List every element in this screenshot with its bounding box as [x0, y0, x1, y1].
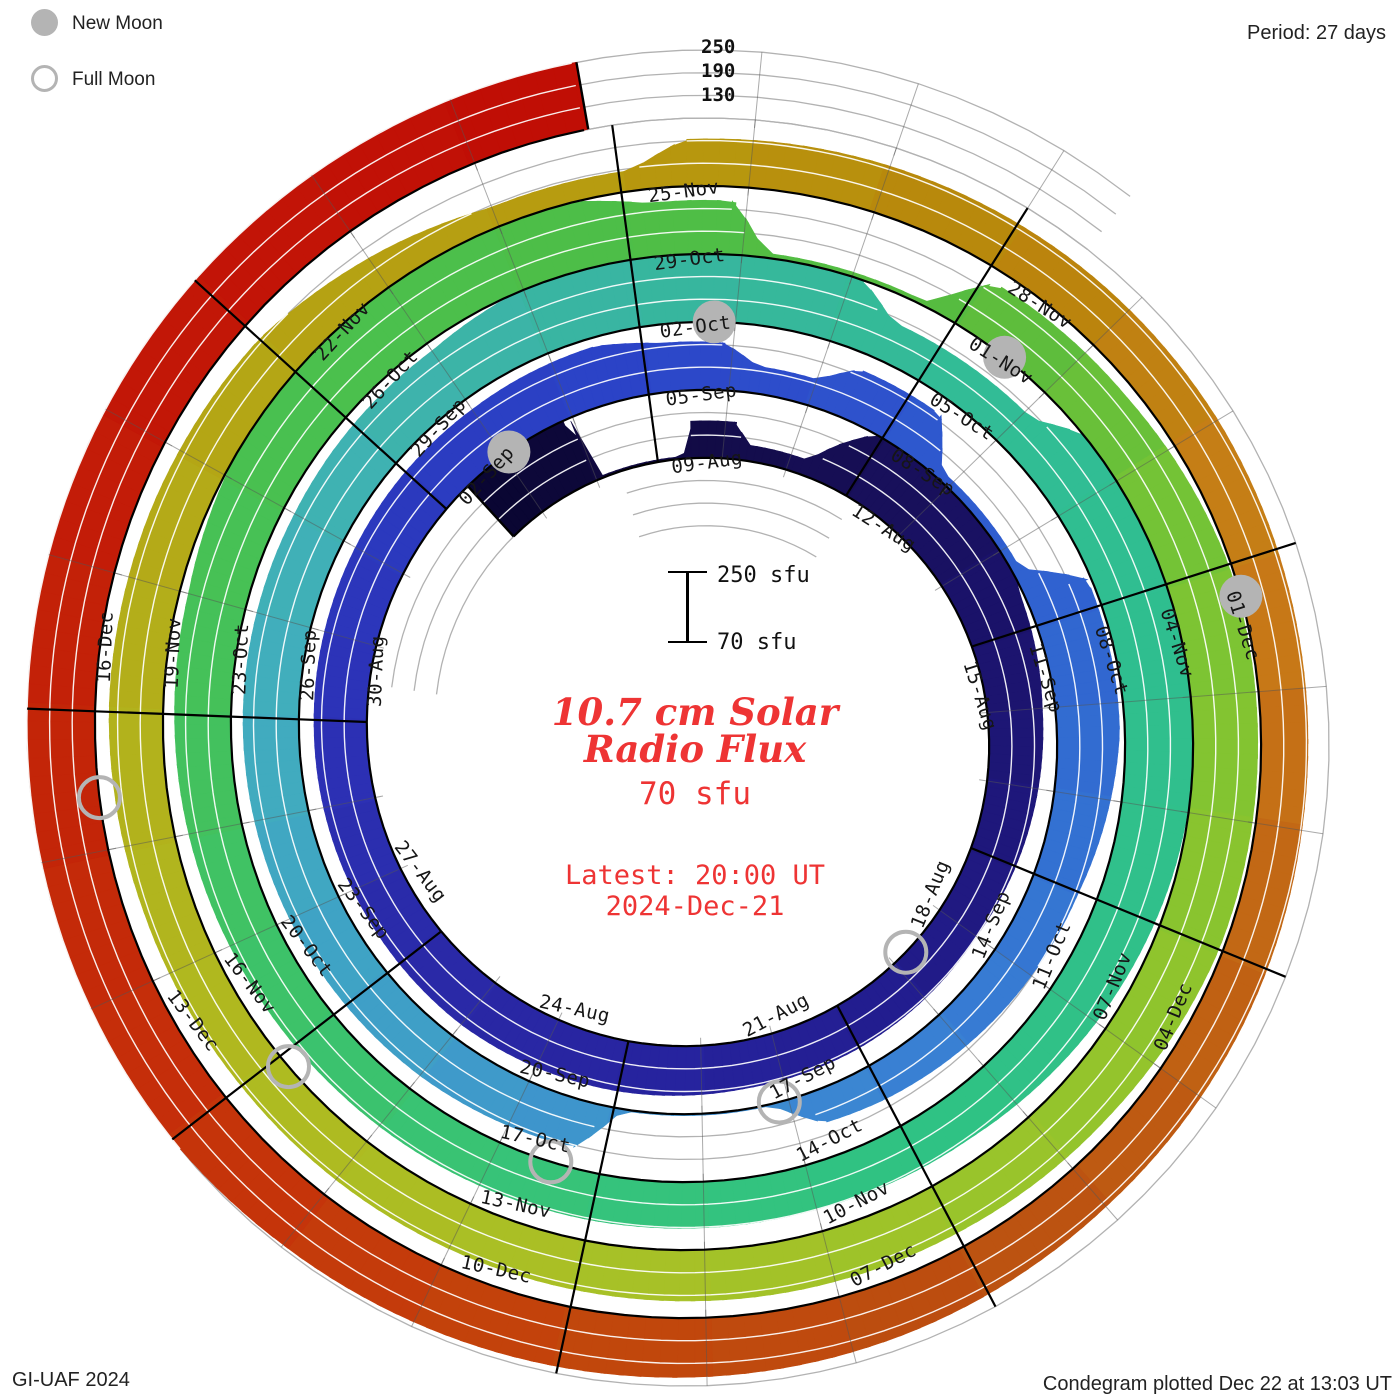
new-moon-marker: [1219, 574, 1263, 618]
chart-title-line2: Radio Flux: [583, 727, 807, 771]
flux-scale-bottom-cap: [668, 641, 707, 643]
full-moon-marker: [528, 1139, 574, 1185]
full-moon-marker: [76, 775, 122, 821]
flux-scale-bottom-label: 70 sfu: [717, 630, 797, 655]
chart-title-line1: 10.7 cm Solar: [551, 690, 839, 734]
date-label: 09-Aug: [670, 447, 744, 478]
flux-scale-bar: [686, 572, 689, 642]
new-moon-marker: [983, 335, 1027, 379]
date-label: 30-Aug: [364, 635, 389, 707]
full-moon-marker: [883, 929, 929, 975]
base-spiral-line: [93, 129, 1263, 1320]
new-moon-marker: [692, 300, 736, 344]
current-flux-value: 70 sfu: [639, 776, 751, 812]
full-moon-marker: [266, 1044, 311, 1090]
date-label: 16-Dec: [93, 611, 118, 683]
full-moon-icon: [31, 65, 58, 92]
new-moon-icon: [31, 9, 58, 36]
period-label: Period: 27 days: [1247, 22, 1386, 44]
full-moon-marker: [756, 1079, 802, 1125]
latest-date: 2024-Dec-21: [605, 891, 785, 923]
flux-scale-top-label: 250 sfu: [717, 563, 810, 588]
plotted-label: Condegram plotted Dec 22 at 13:03 UT: [1042, 1373, 1392, 1395]
day-tick-lines: [41, 52, 1327, 1386]
new-moon-marker: [487, 430, 531, 474]
moon-markers: [76, 300, 1263, 1185]
date-label: 26-Sep: [296, 629, 321, 701]
latest-time: Latest: 20:00 UT: [564, 860, 826, 891]
outer-tick-190: 190: [701, 60, 736, 82]
full-moon-label: Full Moon: [72, 69, 156, 90]
three-day-boundary-lines: [27, 62, 1297, 1374]
outer-tick-130: 130: [701, 84, 736, 106]
flux-scale-top-cap: [668, 571, 707, 573]
date-label: 19-Nov: [161, 617, 186, 689]
credit-label: GI-UAF 2024: [12, 1369, 130, 1391]
new-moon-label: New Moon: [72, 13, 163, 34]
date-label: 23-Oct: [228, 623, 253, 695]
outer-tick-250: 250: [701, 36, 736, 58]
